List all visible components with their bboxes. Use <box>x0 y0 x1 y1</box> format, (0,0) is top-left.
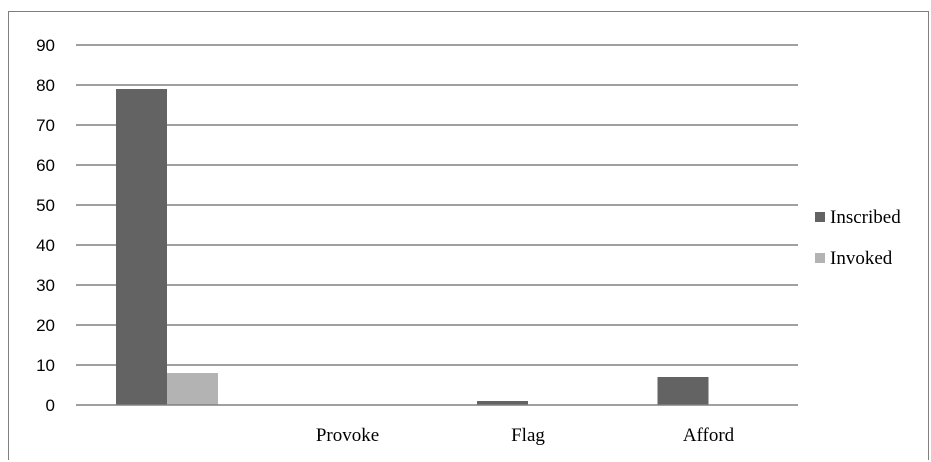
legend-item-inscribed: Inscribed <box>815 207 901 228</box>
legend-item-invoked: Invoked <box>815 248 893 269</box>
gridlines <box>76 44 798 366</box>
x-axis-labels: Provoke Flag Afford <box>316 425 735 446</box>
bar-invoked-0 <box>167 373 218 405</box>
bar-inscribed-2 <box>477 401 528 405</box>
y-tick-label: 70 <box>36 116 55 135</box>
y-axis-ticks: 0 10 20 30 40 50 60 70 80 90 <box>36 36 55 415</box>
legend-swatch <box>815 212 825 222</box>
y-tick-label: 0 <box>46 396 55 415</box>
legend-swatch <box>815 253 825 263</box>
y-tick-label: 90 <box>36 36 55 55</box>
y-tick-label: 20 <box>36 316 55 335</box>
y-tick-label: 80 <box>36 76 55 95</box>
legend-label: Invoked <box>830 248 893 269</box>
legend-label: Inscribed <box>830 207 901 228</box>
x-tick-label: Flag <box>511 425 545 446</box>
bar-inscribed-3 <box>657 377 709 405</box>
bar-inscribed-0 <box>116 89 167 405</box>
y-tick-label: 30 <box>36 276 55 295</box>
y-tick-label: 60 <box>36 156 55 175</box>
legend: Inscribed Invoked <box>815 207 901 269</box>
y-tick-label: 40 <box>36 236 55 255</box>
y-tick-label: 10 <box>36 356 55 375</box>
y-tick-label: 50 <box>36 196 55 215</box>
x-tick-label: Afford <box>683 425 735 446</box>
bars <box>116 89 709 405</box>
x-tick-label: Provoke <box>316 425 379 446</box>
